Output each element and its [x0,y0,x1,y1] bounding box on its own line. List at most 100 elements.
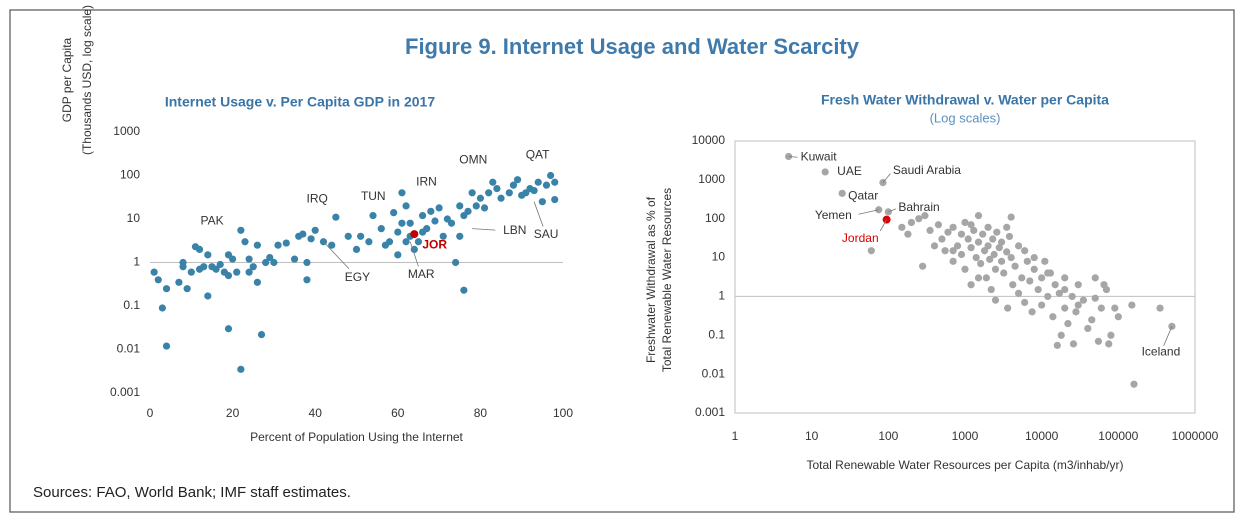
data-point [270,258,278,267]
data-point [414,238,423,246]
data-point [984,223,992,231]
data-point [838,189,846,197]
data-point [1023,257,1031,265]
data-point [480,204,489,212]
x-tick-label: 1000 [952,429,979,443]
data-point [1074,281,1082,289]
data-point [204,251,212,259]
data-point [1051,281,1059,289]
chart-subtitle: (Log scales) [930,110,1001,125]
data-point [1091,294,1099,302]
data-point [274,241,282,249]
data-point [1097,304,1105,312]
data-point [538,198,546,206]
data-point [1069,340,1078,348]
data-point [1055,289,1063,297]
data-point [1026,277,1034,285]
data-point [1114,313,1122,321]
data-point [967,281,975,289]
data-point [1007,213,1015,221]
data-point [307,235,315,243]
figure-title: Figure 9. Internet Usage and Water Scarc… [405,34,860,59]
data-point [904,230,912,238]
data-point [385,238,394,246]
data-point [229,255,237,263]
data-point [402,202,410,210]
data-point [1007,253,1015,262]
data-point [974,212,983,220]
data-point [930,242,939,250]
data-point [237,226,245,234]
data-point [967,221,975,229]
y-axis-label: GDP per Capita [60,37,74,122]
data-point [1034,285,1042,294]
data-point [497,194,505,202]
data-point [972,253,980,262]
x-tick-label: 40 [309,406,323,420]
data-point [875,206,883,214]
data-point [418,211,427,220]
y-tick-label: 1 [718,289,725,303]
y-tick-label: 1 [133,255,140,269]
x-tick-label: 1 [732,429,739,443]
data-point [1094,337,1103,345]
y-axis-label: Total Renewable Water Resources [660,188,674,372]
data-point [967,244,975,252]
y-axis-label: Freshwater Withdrawal as % of [644,196,658,363]
chart-title: Internet Usage v. Per Capita GDP in 2017 [165,94,435,110]
data-point [1128,301,1136,309]
x-tick-label: 0 [147,406,154,420]
x-tick-label: 20 [226,406,240,420]
data-point [162,342,171,350]
data-point [1044,292,1052,301]
annotation: Yemen [815,208,852,222]
data-point [427,207,435,215]
data-point [1156,304,1164,312]
data-point [1004,304,1012,312]
data-point [175,278,183,286]
data-point [1038,274,1046,282]
data-point [938,235,946,243]
x-tick-label: 100 [878,429,898,443]
data-point [485,189,493,197]
data-point [179,263,187,271]
data-point [934,221,943,229]
highlight-label: JOR [422,237,447,251]
highlight-label: Jordan [842,231,879,245]
annotation: Bahrain [898,200,939,214]
x-tick-label: 100000 [1098,429,1138,443]
data-point [867,247,875,255]
data-point [369,211,377,220]
data-point [245,268,253,276]
data-point [216,260,224,269]
data-point [970,226,978,235]
annotation: EGY [345,270,370,284]
data-point [898,223,906,231]
y-tick-label: 0.001 [110,385,140,399]
data-point [150,268,158,276]
data-point [377,225,385,233]
data-point [505,189,513,197]
data-point [944,228,952,236]
data-point [332,213,340,221]
leader-line [882,173,891,183]
data-point [464,207,472,215]
data-point [435,204,443,212]
data-point [439,232,447,240]
data-point [357,232,365,240]
data-point [984,242,992,250]
data-point [493,184,501,193]
figure-border [9,9,1235,513]
y-tick-label: 1000 [698,172,725,186]
data-point [1041,257,1049,265]
data-point [534,178,542,186]
data-point [919,262,927,270]
data-point [237,365,245,373]
x-tick-label: 80 [474,406,488,420]
x-tick-label: 100 [553,406,573,420]
data-point [1130,380,1138,388]
data-point [993,228,1001,236]
leader-line [533,201,544,227]
data-point [1028,308,1036,316]
